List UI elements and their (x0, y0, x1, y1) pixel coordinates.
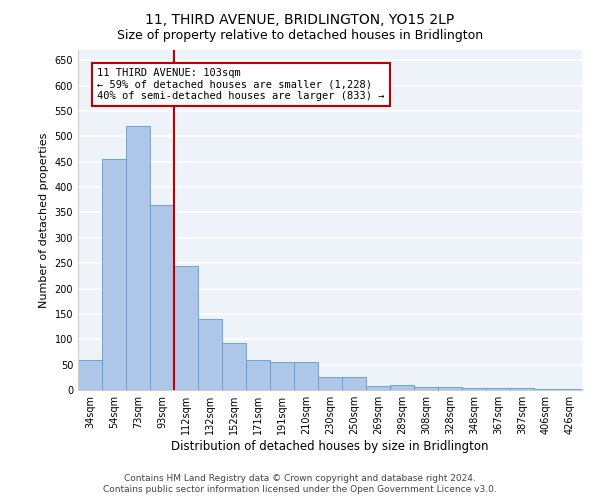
Text: Size of property relative to detached houses in Bridlington: Size of property relative to detached ho… (117, 29, 483, 42)
Bar (390, 385, 414, 390)
Text: Contains HM Land Registry data © Crown copyright and database right 2024.
Contai: Contains HM Land Registry data © Crown c… (103, 474, 497, 494)
Bar (246, 360, 270, 390)
Bar (558, 389, 582, 390)
Bar (486, 388, 510, 390)
Bar (294, 362, 318, 390)
Bar (126, 126, 150, 390)
Bar (78, 360, 102, 390)
X-axis label: Distribution of detached houses by size in Bridlington: Distribution of detached houses by size … (171, 440, 489, 453)
Bar (222, 344, 246, 390)
Bar (366, 386, 390, 390)
Y-axis label: Number of detached properties: Number of detached properties (39, 132, 49, 308)
Bar (438, 387, 462, 390)
Bar (102, 159, 126, 390)
Bar (510, 388, 534, 390)
Bar (270, 362, 294, 390)
Text: 11, THIRD AVENUE, BRIDLINGTON, YO15 2LP: 11, THIRD AVENUE, BRIDLINGTON, YO15 2LP (145, 12, 455, 26)
Bar (174, 266, 198, 390)
Bar (342, 378, 366, 390)
Bar (318, 377, 342, 390)
Bar (414, 388, 438, 390)
Bar (150, 205, 174, 390)
Bar (534, 389, 558, 390)
Text: 11 THIRD AVENUE: 103sqm
← 59% of detached houses are smaller (1,228)
40% of semi: 11 THIRD AVENUE: 103sqm ← 59% of detache… (97, 68, 385, 101)
Bar (462, 388, 486, 390)
Bar (198, 319, 222, 390)
